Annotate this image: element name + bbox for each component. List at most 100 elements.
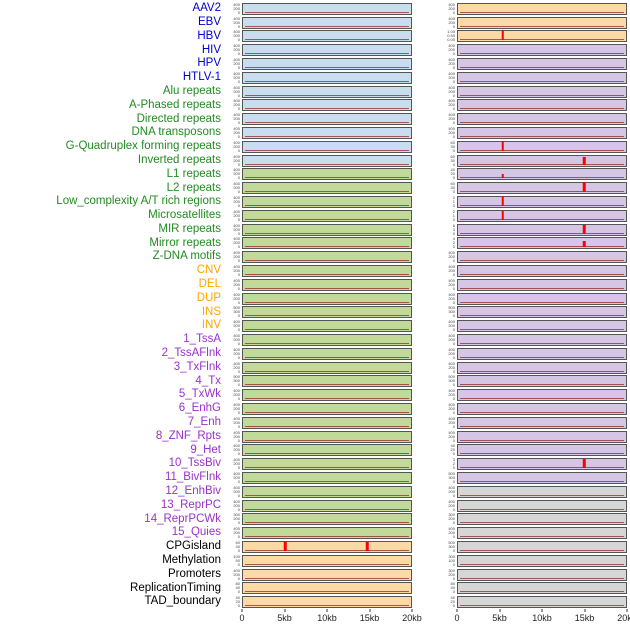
right-panel-yticks: 400 200 0 xyxy=(412,113,457,125)
row-label-3-txflnk: 3_TxFlnk xyxy=(173,360,221,373)
y-tick-label: 0 xyxy=(237,520,240,526)
y-tick-label: 2 xyxy=(452,208,455,214)
y-tick-label: 0 xyxy=(237,230,240,236)
signal-baseline xyxy=(245,67,409,69)
left-panel-8-znf-rpts xyxy=(242,430,412,443)
y-tick-label: 400 xyxy=(233,1,240,7)
y-tick-label: 0 xyxy=(452,437,455,443)
signal-baseline xyxy=(245,549,409,551)
row-label-replicationtiming: ReplicationTiming xyxy=(130,581,221,594)
left-panel-yticks: 400 200 0 xyxy=(226,499,242,512)
y-tick-label: 40 xyxy=(235,585,240,591)
row-label-mir-repeats: MIR repeats xyxy=(158,222,221,235)
left-panel-yticks: 400 200 0 xyxy=(226,415,242,429)
left-panel-cnv xyxy=(242,265,412,278)
signal-baseline xyxy=(245,205,409,207)
signal-baseline xyxy=(460,384,624,386)
row-label-1-tssa: 1_TssA xyxy=(183,333,221,346)
signal-baseline xyxy=(460,356,624,358)
row-label-9-het: 9_Het xyxy=(190,443,221,456)
y-tick-label: 60 xyxy=(450,139,455,145)
track-row-z-dna-motifs: Z-DNA motifs 400 200 0 400 200 0 xyxy=(0,250,630,264)
signal-baseline xyxy=(460,412,624,413)
y-tick-label: 400 xyxy=(448,402,455,407)
row-label-7-enh: 7_Enh xyxy=(187,416,221,429)
left-panel-hiv xyxy=(242,44,412,57)
signal-spike xyxy=(366,541,369,551)
signal-baseline xyxy=(460,108,624,110)
y-tick-label: 200 xyxy=(448,88,455,94)
left-panel-yticks: 400 200 0 xyxy=(226,320,242,332)
signal-baseline xyxy=(460,94,624,96)
y-tick-label: 40 xyxy=(450,595,455,601)
y-tick-label: 400 xyxy=(233,15,240,21)
y-tick-label: 500 xyxy=(448,470,455,476)
signal-spike xyxy=(582,241,586,248)
y-tick-label: 0 xyxy=(237,423,240,429)
y-tick-label: 400 xyxy=(233,415,240,421)
right-panel-low-complexity-a-t-rich-regions xyxy=(457,196,627,209)
y-tick-label: 400 xyxy=(448,15,455,21)
y-tick-label: 500 xyxy=(448,305,455,311)
row-label-microsatellites: Microsatellites xyxy=(148,209,221,222)
y-tick-label: 100 xyxy=(448,557,455,563)
y-tick-label: 2 xyxy=(452,195,455,201)
y-tick-label: 200 xyxy=(448,323,455,329)
right-panel-yticks: 400 200 0 xyxy=(412,361,457,374)
y-tick-label: 400 xyxy=(233,98,240,104)
row-label-z-dna-motifs: Z-DNA motifs xyxy=(152,250,221,263)
y-tick-label: 30 xyxy=(450,157,455,163)
row-label-hbv: HBV xyxy=(197,29,221,42)
row-label-4-tx: 4_Tx xyxy=(195,374,221,387)
row-label-htlv-1: HTLV-1 xyxy=(182,71,221,84)
y-tick-label: 200 xyxy=(233,74,240,80)
x-tick-mark xyxy=(541,609,543,613)
signal-baseline xyxy=(460,453,624,455)
y-tick-label: 0 xyxy=(452,147,455,153)
y-tick-label: 400 xyxy=(448,498,455,504)
y-tick-label: 200 xyxy=(448,488,455,494)
left-panel-yticks: 400 200 0 xyxy=(226,278,242,291)
right-panel-aav2 xyxy=(457,2,627,15)
right-panel-yticks: 400 200 0 xyxy=(412,403,457,415)
right-panel-ebv xyxy=(457,16,627,29)
signal-baseline xyxy=(460,246,624,248)
y-tick-label: 0 xyxy=(237,120,240,126)
left-panel-yticks: 80 40 0 xyxy=(226,582,242,594)
right-panel-yticks: 400 200 0 xyxy=(412,347,457,360)
y-tick-label: 400 xyxy=(233,167,240,173)
y-tick-label: 0 xyxy=(237,51,240,57)
signal-baseline xyxy=(245,136,409,138)
left-panel-yticks: 400 200 0 xyxy=(226,444,242,456)
signal-baseline xyxy=(245,508,409,510)
right-panel-directed-repeats xyxy=(457,113,627,126)
row-label-inv: INV xyxy=(201,319,221,332)
right-panel-yticks: 400 200 0 xyxy=(412,127,457,139)
y-tick-label: 0 xyxy=(452,78,455,84)
y-tick-label: 400 xyxy=(233,346,240,352)
y-tick-label: 0 xyxy=(452,203,455,209)
track-row-a-phased-repeats: A-Phased repeats 400 200 0 400 200 0 xyxy=(0,99,630,113)
left-panel-4-tx xyxy=(242,375,412,388)
track-row-aav2: AAV2 400 200 0 400 200 0 xyxy=(0,2,630,16)
left-panel-yticks: 40 20 0 xyxy=(226,596,242,608)
y-tick-label: 0 xyxy=(452,23,455,29)
y-tick-label: 200 xyxy=(448,433,455,439)
y-tick-label: 0 xyxy=(237,272,240,278)
track-row-l2-repeats: L2 repeats 400 200 0 60 30 0 xyxy=(0,181,630,195)
y-tick-label: 30 xyxy=(450,143,455,149)
y-tick-label: 300 xyxy=(233,512,240,518)
y-tick-label: 200 xyxy=(448,392,455,398)
signal-baseline xyxy=(460,343,624,345)
track-row-g-quadruplex-forming-repeats: G-Quadruplex forming repeats 400 200 0 60 30 0 xyxy=(0,140,630,154)
row-label-l2-repeats: L2 repeats xyxy=(166,181,221,194)
signal-baseline xyxy=(245,163,409,165)
track-row-7-enh: 7_Enh 400 200 0 400 200 0 xyxy=(0,416,630,430)
y-tick-label: 500 xyxy=(448,374,455,380)
y-tick-label: 0 xyxy=(237,396,240,402)
right-panel-yticks: 60 30 0 xyxy=(412,182,457,194)
signal-baseline xyxy=(460,549,624,551)
left-panel-6-enhg xyxy=(242,403,412,415)
